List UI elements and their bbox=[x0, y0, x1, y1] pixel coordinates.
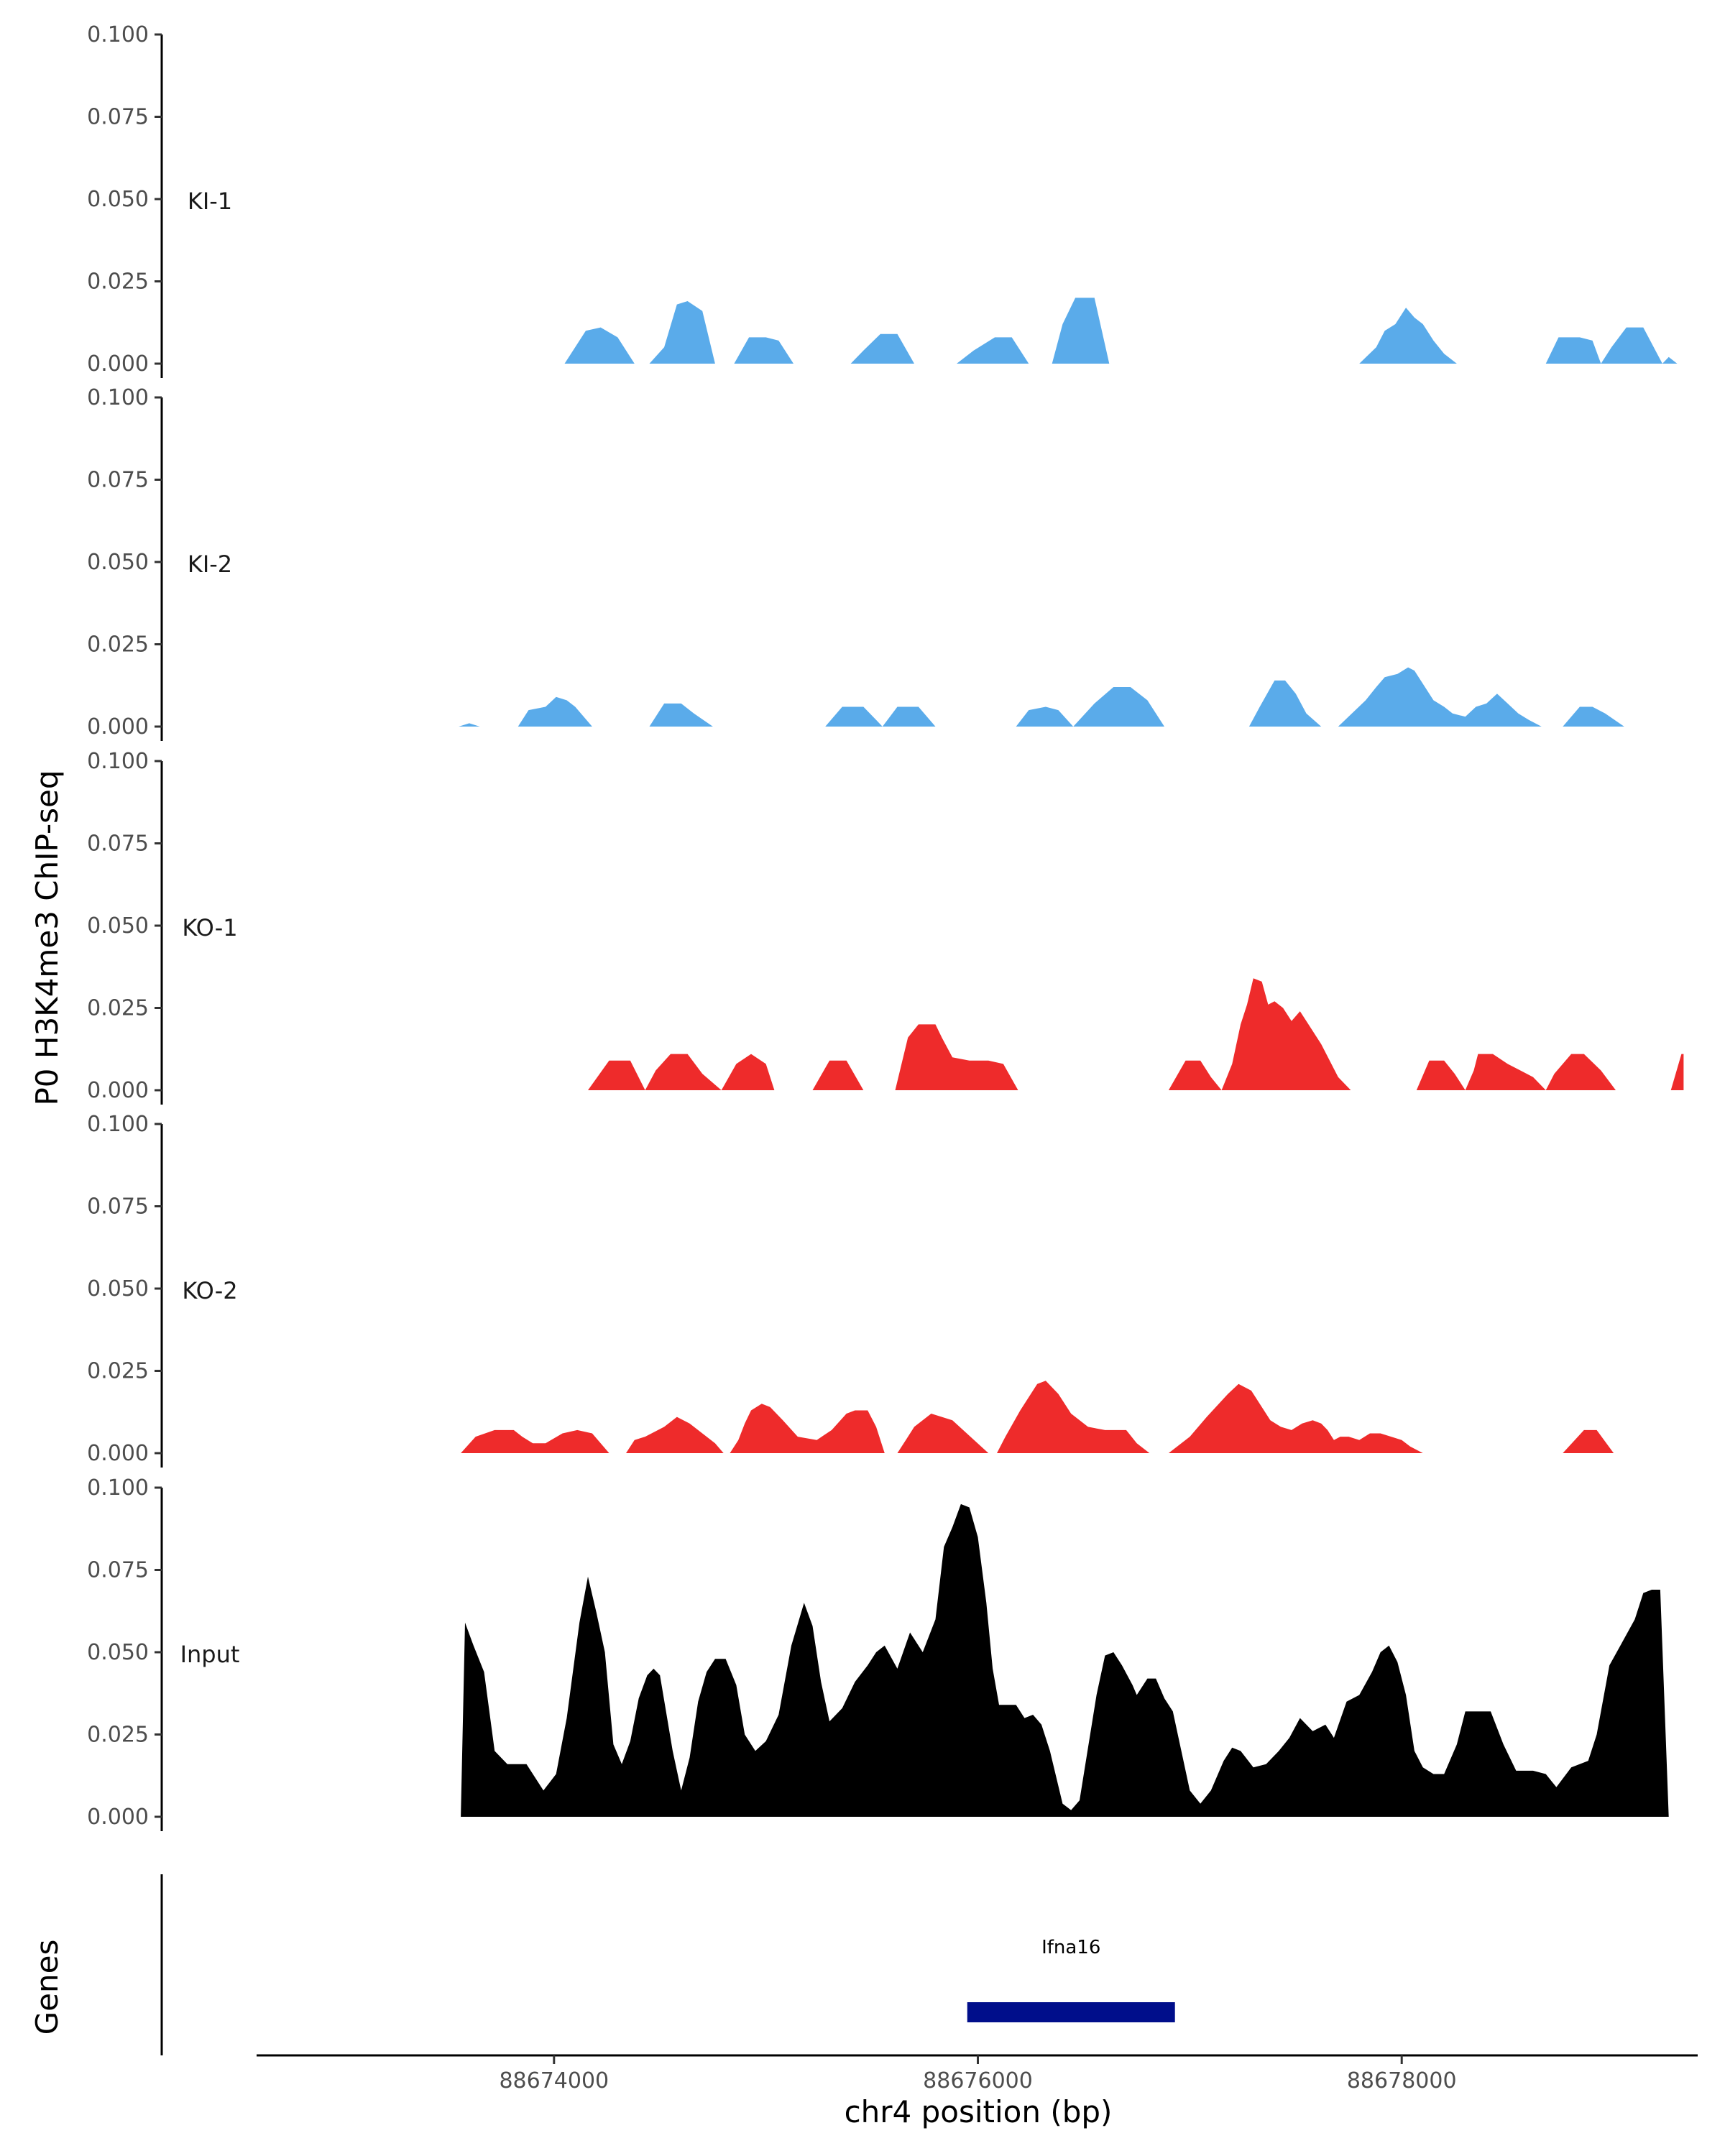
y-axis-title: P0 H3K4me3 ChIP-seq bbox=[29, 770, 65, 1105]
y-tick-label: 0.050 bbox=[87, 913, 149, 939]
signal-area-ko-2-peak bbox=[1563, 1429, 1614, 1453]
track-panel-input: 0.000 0.025 0.050 0.075 0.100 Input bbox=[87, 1475, 1669, 1831]
y-tick-label: 0.025 bbox=[87, 1359, 149, 1384]
x-axis-title: chr4 position (bp) bbox=[845, 2094, 1113, 2129]
y-tick-label: 0.050 bbox=[87, 1640, 149, 1665]
signal-area-ki-2 bbox=[459, 667, 1624, 727]
y-tick-label: 0.000 bbox=[87, 1441, 149, 1466]
track-panel-ki-1: 0.000 0.025 0.050 0.075 0.100 KI-1 bbox=[87, 22, 1678, 378]
y-tick-label: 0.000 bbox=[87, 714, 149, 740]
y-tick-label: 0.075 bbox=[87, 1558, 149, 1583]
track-label-input: Input bbox=[180, 1641, 240, 1668]
track-label-ki-1: KI-1 bbox=[188, 188, 232, 215]
x-tick-label: 88676000 bbox=[923, 2068, 1033, 2093]
y-tick-label: 0.025 bbox=[87, 996, 149, 1021]
y-tick-label: 0.000 bbox=[87, 351, 149, 377]
gene-label-ifna16: Ifna16 bbox=[1041, 1937, 1100, 1958]
y-tick-label: 0.050 bbox=[87, 1276, 149, 1302]
track-panel-ki-2: 0.000 0.025 0.050 0.075 0.100 KI-2 bbox=[87, 385, 1624, 741]
y-tick-label: 0.000 bbox=[87, 1078, 149, 1103]
y-tick-label: 0.075 bbox=[87, 1194, 149, 1220]
x-tick-label: 88678000 bbox=[1347, 2068, 1457, 2093]
y-tick-label: 0.025 bbox=[87, 632, 149, 658]
tracks-layer: 0.0000.0250.0500.0750.100KI-10.0000.0250… bbox=[87, 22, 1684, 1831]
track-label-ki-2: KI-2 bbox=[188, 550, 232, 578]
signal-area-ko-1 bbox=[588, 978, 1684, 1090]
track-label-ko-1: KO-1 bbox=[182, 914, 237, 941]
gene-body-ifna16 bbox=[967, 2002, 1175, 2022]
y-tick-label: 0.050 bbox=[87, 187, 149, 212]
y-tick-label: 0.075 bbox=[87, 105, 149, 130]
signal-area-input bbox=[459, 1503, 1669, 1817]
genes-panel: Ifna16 bbox=[160, 1874, 1175, 2055]
signal-area-ko-2 bbox=[461, 1381, 1443, 1453]
genes-axis-title: Genes bbox=[29, 1940, 65, 2035]
y-tick-label: 0.025 bbox=[87, 270, 149, 295]
signal-area-ki-1 bbox=[564, 298, 1678, 364]
y-tick-label: 0.100 bbox=[87, 385, 149, 410]
y-tick-label: 0.100 bbox=[87, 1112, 149, 1137]
y-tick-label: 0.100 bbox=[87, 1475, 149, 1501]
track-panel-ko-2: 0.000 0.025 0.050 0.075 0.100 KO-2 bbox=[87, 1112, 1614, 1468]
track-panel-ko-1: 0.000 0.025 0.050 0.075 0.100 KO-1 bbox=[87, 749, 1684, 1105]
y-tick-label: 0.050 bbox=[87, 550, 149, 575]
x-tick-label: 88674000 bbox=[499, 2068, 609, 2093]
y-tick-label: 0.025 bbox=[87, 1723, 149, 1748]
track-label-ko-2: KO-2 bbox=[182, 1277, 237, 1304]
y-tick-label: 0.075 bbox=[87, 468, 149, 493]
y-tick-label: 0.075 bbox=[87, 831, 149, 857]
x-axis: 88674000 88676000 88678000 bbox=[257, 2054, 1698, 2093]
y-tick-label: 0.000 bbox=[87, 1805, 149, 1830]
y-tick-label: 0.100 bbox=[87, 22, 149, 47]
y-tick-label: 0.100 bbox=[87, 749, 149, 774]
